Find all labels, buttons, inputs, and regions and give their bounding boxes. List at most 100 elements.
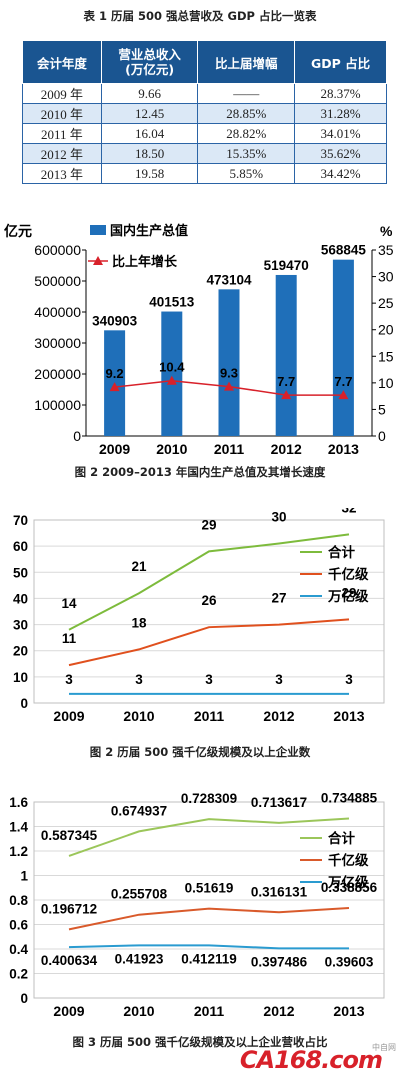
data-label: 26 — [201, 593, 217, 608]
y-tick-label: 1.2 — [9, 844, 28, 859]
col-header-growth: 比上届增幅 — [197, 40, 296, 84]
data-label: 30 — [271, 510, 286, 525]
watermark-text: CA168.com — [239, 1046, 383, 1074]
y-tick-label: 0.6 — [9, 918, 28, 933]
x-tick-label: 2013 — [328, 441, 359, 457]
data-label: 0.338856 — [321, 880, 378, 895]
series-line — [68, 618, 350, 667]
y2-tick-label: 10 — [378, 375, 394, 391]
legend-label: 万亿级 — [327, 588, 369, 604]
data-label: 18 — [131, 615, 147, 630]
growth-data-label: 9.3 — [220, 366, 238, 381]
y-tick-label: 0 — [20, 696, 28, 711]
series-line — [68, 944, 349, 950]
data-label: 0.587345 — [41, 828, 98, 843]
gdp-chart: 0100000200000300000400000500000600000051… — [4, 223, 394, 457]
growth-data-label: 7.7 — [334, 374, 352, 389]
data-label: 0.728309 — [181, 791, 237, 806]
table-row: 2009 年 9.66 —— 28.37% — [22, 83, 387, 104]
growth-marker — [166, 375, 177, 385]
cell-year: 2013 年 — [22, 163, 102, 184]
y2-tick-label: 15 — [378, 348, 394, 364]
legend-label: 合计 — [328, 544, 355, 560]
x-tick-label: 2010 — [123, 1003, 154, 1019]
x-tick-label: 2012 — [263, 1003, 294, 1019]
bar — [275, 274, 297, 436]
watermark-sub: 中自网 — [372, 1043, 396, 1052]
cell-revenue: 12.45 — [100, 103, 199, 124]
data-label: 27 — [271, 591, 286, 606]
data-label: 0.674937 — [111, 803, 167, 818]
y-tick-label: 0 — [73, 428, 81, 444]
cell-gdp-share: 34.01% — [294, 123, 387, 144]
cell-growth: 15.35% — [197, 143, 296, 164]
legend-bar-label: 国内生产总值 — [110, 223, 188, 238]
data-label: 3 — [65, 672, 73, 687]
cell-growth: 28.85% — [197, 103, 296, 124]
y2-tick-label: 30 — [378, 269, 394, 285]
y-tick-label: 200000 — [34, 366, 81, 382]
col-header-revenue: 营业总收入 (万亿元) — [100, 40, 199, 84]
growth-data-label: 10.4 — [159, 360, 185, 375]
legend-bar-swatch — [90, 225, 106, 235]
data-label: 32 — [341, 508, 356, 515]
data-label: 0.51619 — [185, 881, 234, 896]
table1-title: 表 1 历届 500 强总营收及 GDP 占比一览表 — [83, 9, 317, 23]
data-label: 0.713617 — [251, 795, 307, 810]
cell-revenue: 9.66 — [100, 83, 199, 104]
bar-data-label: 401513 — [149, 295, 195, 310]
y2-tick-label: 0 — [378, 428, 386, 444]
data-label: 29 — [341, 585, 356, 600]
bar — [218, 289, 240, 436]
cell-growth: 28.82% — [197, 123, 296, 144]
growth-marker — [109, 382, 120, 392]
x-tick-label: 2011 — [194, 708, 225, 723]
cell-year: 2009 年 — [22, 83, 102, 104]
data-label: 0.412119 — [181, 951, 237, 966]
cell-revenue: 16.04 — [100, 123, 199, 144]
data-label: 3 — [345, 672, 353, 687]
series-line — [68, 817, 350, 857]
data-label: 0.316131 — [251, 884, 308, 899]
y-tick-label: 0.4 — [9, 942, 28, 957]
growth-marker — [281, 390, 292, 400]
y-tick-label: 1 — [20, 869, 28, 884]
col-header-gdp-share: GDP 占比 — [294, 40, 387, 84]
data-label: 0.196712 — [41, 901, 97, 916]
y2-tick-label: 20 — [378, 322, 394, 338]
growth-marker — [224, 381, 234, 391]
right-axis-unit: % — [380, 223, 393, 239]
y-tick-label: 10 — [13, 670, 28, 685]
chart1-caption: 图 2 2009–2013 年国内生产总值及其增长速度 — [74, 465, 326, 479]
cell-gdp-share: 31.28% — [294, 103, 387, 124]
legend-label: 万亿级 — [327, 874, 369, 890]
y-tick-label: 0.8 — [9, 893, 28, 908]
x-tick-label: 2009 — [53, 1003, 84, 1019]
cell-gdp-share: 35.62% — [294, 143, 387, 164]
data-label: 0.397486 — [251, 954, 308, 969]
data-label: 0.41923 — [115, 951, 164, 966]
data-label: 29 — [201, 517, 216, 532]
x-tick-label: 2012 — [271, 441, 302, 457]
revenue-table: 会计年度 营业总收入 (万亿元) 比上届增幅 GDP 占比 2009 年 9.66… — [22, 40, 387, 184]
y-tick-label: 500000 — [34, 273, 81, 289]
legend-label: 合计 — [328, 830, 355, 846]
legend-line-marker — [93, 256, 103, 265]
cell-year: 2011 年 — [22, 123, 102, 144]
plot-border — [33, 801, 385, 999]
bar-data-label: 340903 — [92, 313, 138, 328]
y-tick-label: 1.4 — [9, 820, 28, 835]
bar-data-label: 473104 — [206, 272, 252, 287]
col-header-year: 会计年度 — [22, 40, 102, 84]
y2-tick-label: 5 — [378, 401, 386, 417]
legend-label: 千亿级 — [328, 852, 369, 868]
x-tick-label: 2011 — [214, 441, 245, 457]
series-line — [68, 906, 350, 931]
data-label: 0.39603 — [325, 954, 374, 969]
growth-data-label: 9.2 — [106, 366, 124, 381]
y2-tick-label: 35 — [378, 242, 394, 258]
x-tick-label: 2010 — [123, 708, 154, 723]
cell-revenue: 18.50 — [100, 143, 199, 164]
enterprise-count-chart: 0 10 20 30 40 50 60 70 2009 2010 2011 2012 2013 14 21 2… — [13, 508, 385, 723]
y2-tick-label: 25 — [378, 295, 394, 311]
